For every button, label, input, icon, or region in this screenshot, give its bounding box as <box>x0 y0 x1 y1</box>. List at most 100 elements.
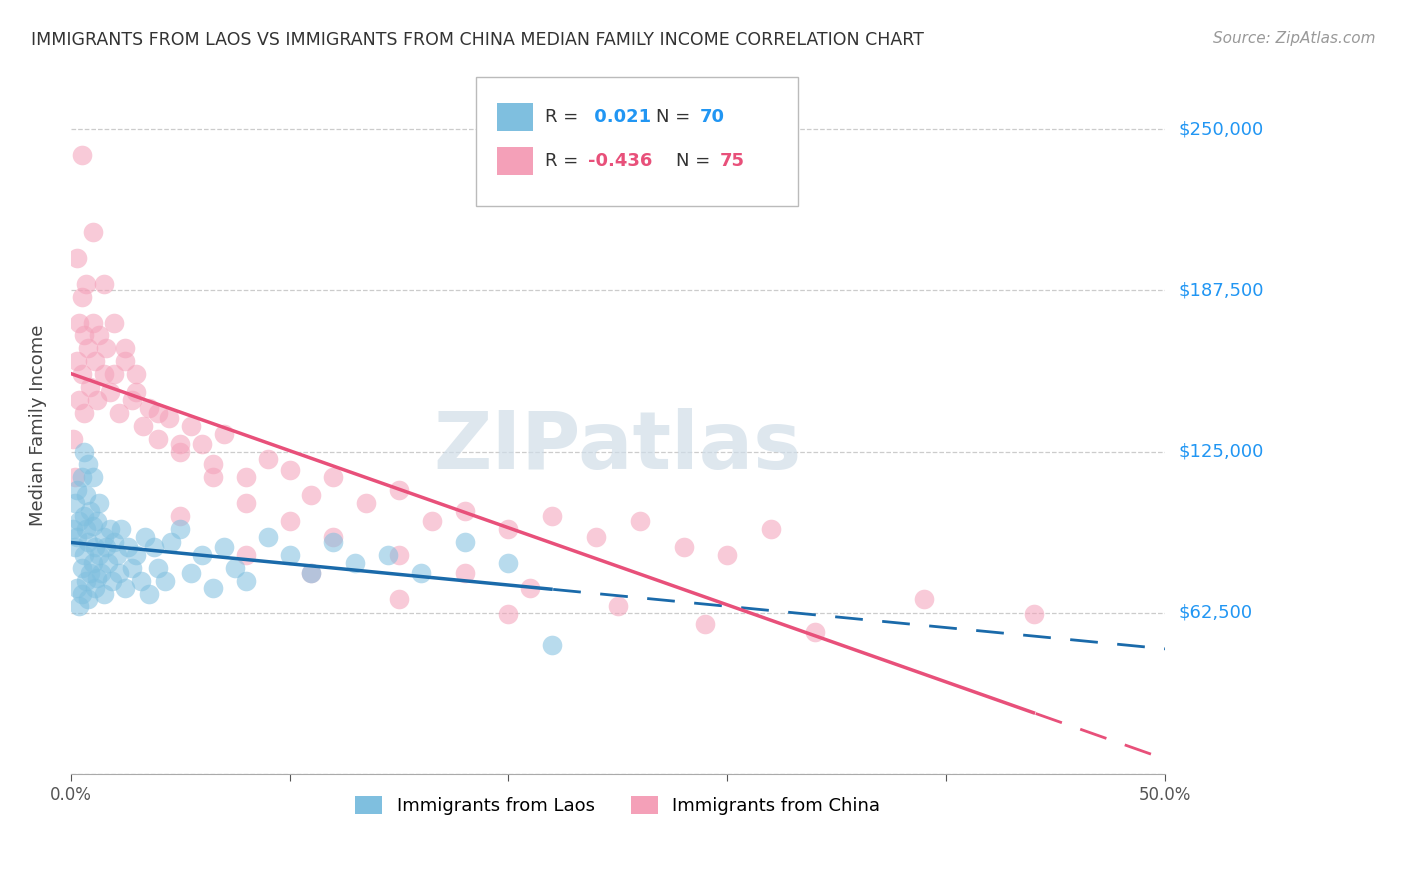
Point <box>235 574 257 588</box>
Point <box>75 574 97 588</box>
Point <box>142 540 165 554</box>
Point <box>114 354 136 368</box>
Point <box>672 540 695 554</box>
Point <box>66 582 89 596</box>
Point <box>160 535 183 549</box>
Point <box>98 522 121 536</box>
Point <box>453 566 475 580</box>
Point <box>169 509 191 524</box>
Text: $250,000: $250,000 <box>1180 120 1264 138</box>
Point <box>125 385 148 400</box>
Point <box>93 367 115 381</box>
Point <box>121 560 143 574</box>
Point <box>191 437 214 451</box>
Point <box>541 638 564 652</box>
Point <box>110 522 132 536</box>
Point <box>180 566 202 580</box>
Legend: Immigrants from Laos, Immigrants from China: Immigrants from Laos, Immigrants from Ch… <box>346 787 890 824</box>
Point <box>628 514 651 528</box>
Point <box>98 385 121 400</box>
Point <box>75 277 97 291</box>
Point <box>388 548 411 562</box>
Point <box>70 148 93 162</box>
Point <box>606 599 628 614</box>
Point <box>498 556 520 570</box>
Point <box>322 530 344 544</box>
Point <box>62 432 84 446</box>
Point <box>121 392 143 407</box>
Point <box>83 582 105 596</box>
Point <box>93 277 115 291</box>
Point <box>94 540 117 554</box>
Point <box>86 571 108 585</box>
Point <box>235 496 257 510</box>
Point <box>82 519 104 533</box>
Point <box>114 342 136 356</box>
Point <box>1022 607 1045 622</box>
Point <box>235 548 257 562</box>
Point <box>716 548 738 562</box>
Point <box>77 535 100 549</box>
Text: $62,500: $62,500 <box>1180 604 1253 622</box>
Point <box>79 566 101 580</box>
Point <box>322 535 344 549</box>
Point <box>278 548 301 562</box>
Point <box>157 411 180 425</box>
Point <box>180 418 202 433</box>
Point <box>73 509 96 524</box>
Point <box>79 380 101 394</box>
Point <box>134 530 156 544</box>
Point <box>83 354 105 368</box>
Point <box>585 530 607 544</box>
Point <box>114 582 136 596</box>
Point <box>153 574 176 588</box>
Text: R =: R = <box>544 152 583 170</box>
Point <box>66 483 89 498</box>
Point <box>453 504 475 518</box>
Point <box>278 463 301 477</box>
Point <box>301 566 323 580</box>
Point <box>75 522 97 536</box>
Point <box>77 591 100 606</box>
Point <box>101 574 124 588</box>
Point <box>388 483 411 498</box>
Point <box>75 488 97 502</box>
Point <box>541 509 564 524</box>
FancyBboxPatch shape <box>475 78 799 206</box>
Text: 0.021: 0.021 <box>588 108 651 126</box>
Point <box>201 582 224 596</box>
Point <box>117 540 139 554</box>
Point <box>201 458 224 472</box>
Point <box>224 560 246 574</box>
Point <box>344 556 367 570</box>
Point <box>93 530 115 544</box>
Point <box>90 566 112 580</box>
Point <box>70 586 93 600</box>
Point <box>70 470 93 484</box>
Point <box>94 342 117 356</box>
Point <box>73 548 96 562</box>
Point <box>278 514 301 528</box>
Point <box>70 560 93 574</box>
Point <box>67 392 90 407</box>
Point <box>129 574 152 588</box>
Point <box>89 496 111 510</box>
Point <box>256 452 278 467</box>
Text: $187,500: $187,500 <box>1180 281 1264 300</box>
Point <box>148 406 170 420</box>
Point <box>148 560 170 574</box>
Point <box>66 251 89 265</box>
Point <box>201 470 224 484</box>
Point <box>519 582 541 596</box>
Point <box>453 535 475 549</box>
Text: N =: N = <box>676 152 716 170</box>
Point <box>83 540 105 554</box>
Point <box>67 316 90 330</box>
Point <box>388 591 411 606</box>
Point <box>409 566 432 580</box>
Point <box>86 514 108 528</box>
Text: $125,000: $125,000 <box>1180 442 1264 460</box>
Point <box>82 316 104 330</box>
Point <box>169 522 191 536</box>
Point <box>67 599 90 614</box>
